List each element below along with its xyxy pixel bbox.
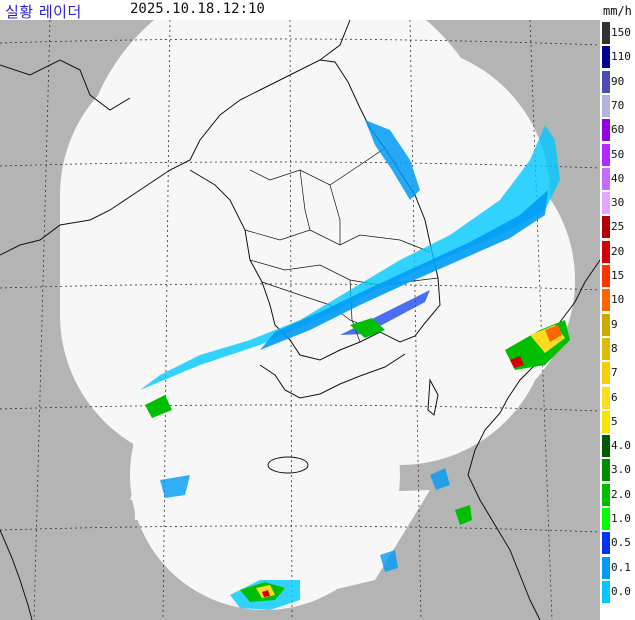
legend-swatch (602, 532, 610, 555)
legend-swatch (602, 313, 610, 336)
rain-band-blue (260, 190, 548, 350)
legend-unit: mm/h (603, 4, 632, 18)
legend-swatch (602, 240, 610, 263)
legend-swatch (602, 362, 610, 385)
legend-swatch (602, 556, 610, 579)
rain-band-north (365, 120, 420, 200)
legend-swatch (602, 289, 610, 312)
legend-label: 40 (611, 171, 625, 185)
rain-cell-red-east (510, 356, 524, 368)
legend-label: 1.0 (611, 512, 631, 525)
legend-swatch (602, 508, 610, 530)
legend-label: 110 (611, 50, 631, 64)
legend-label: 0.5 (611, 536, 631, 550)
legend-label: 20 (611, 244, 625, 258)
legend-swatch (602, 410, 610, 433)
legend-swatch (602, 483, 610, 506)
observation-timestamp: 2025.10.18.12:10 (130, 1, 265, 17)
page-title: 실황 레이더 (5, 3, 82, 21)
rain-cell-scattered-2 (380, 550, 398, 572)
legend-swatch (602, 337, 610, 360)
legend-swatch (602, 143, 610, 166)
legend-label: 30 (611, 196, 625, 210)
legend-swatch (602, 119, 610, 142)
rain-cell-orange-east (545, 325, 562, 342)
legend-swatch (602, 459, 610, 482)
legend-label: 10 (611, 293, 625, 307)
legend-label: 8 (611, 341, 618, 355)
legend-label: 90 (611, 74, 625, 88)
rain-cell-green-central (350, 318, 385, 338)
legend-swatch (602, 435, 610, 458)
legend-label: 0.1 (611, 560, 631, 574)
legend-label: 70 (611, 98, 625, 112)
precipitation-legend: 150 110 90 70 60 50 40 30 25 20 15 10 9 8 7 6 5 4.0 3.0 2.0… (600, 20, 635, 620)
legend-label: 6 (611, 390, 618, 404)
legend-swatch (602, 216, 610, 239)
legend-label: 25 (611, 220, 625, 234)
legend-label: 7 (611, 366, 618, 380)
legend-swatch (602, 265, 610, 287)
rain-cell-west (145, 395, 172, 418)
legend-label: 15 (611, 269, 625, 282)
legend-label: 4.0 (611, 439, 631, 453)
legend-label: 3.0 (611, 463, 631, 477)
legend-label: 50 (611, 147, 625, 161)
legend-swatch (602, 94, 610, 117)
legend-swatch (602, 70, 610, 93)
legend-label: 0.0 (611, 584, 631, 598)
legend-swatch (602, 192, 610, 215)
rain-cell-scattered-1 (160, 475, 190, 498)
radar-map (0, 20, 600, 620)
legend-swatch (602, 22, 610, 44)
rain-cell-scattered-4 (430, 468, 450, 490)
legend-label: 2.0 (611, 487, 631, 501)
legend-swatch (602, 580, 610, 603)
rain-cell-scattered-3 (455, 505, 472, 525)
precipitation-echoes (140, 120, 570, 610)
rain-cluster-south-red (262, 590, 270, 597)
radar-coverage-area (60, 20, 575, 610)
legend-label: 60 (611, 123, 625, 137)
legend-swatch (602, 46, 610, 69)
grid-lines (0, 20, 600, 620)
header-bar: 실황 레이더 2025.10.18.12:10 (0, 0, 600, 21)
legend-label: 150 (611, 26, 631, 39)
legend-swatch (602, 386, 610, 409)
coastlines (0, 20, 600, 620)
legend-swatch (602, 167, 610, 190)
legend-label: 5 (611, 414, 618, 428)
legend-label: 9 (611, 317, 618, 331)
